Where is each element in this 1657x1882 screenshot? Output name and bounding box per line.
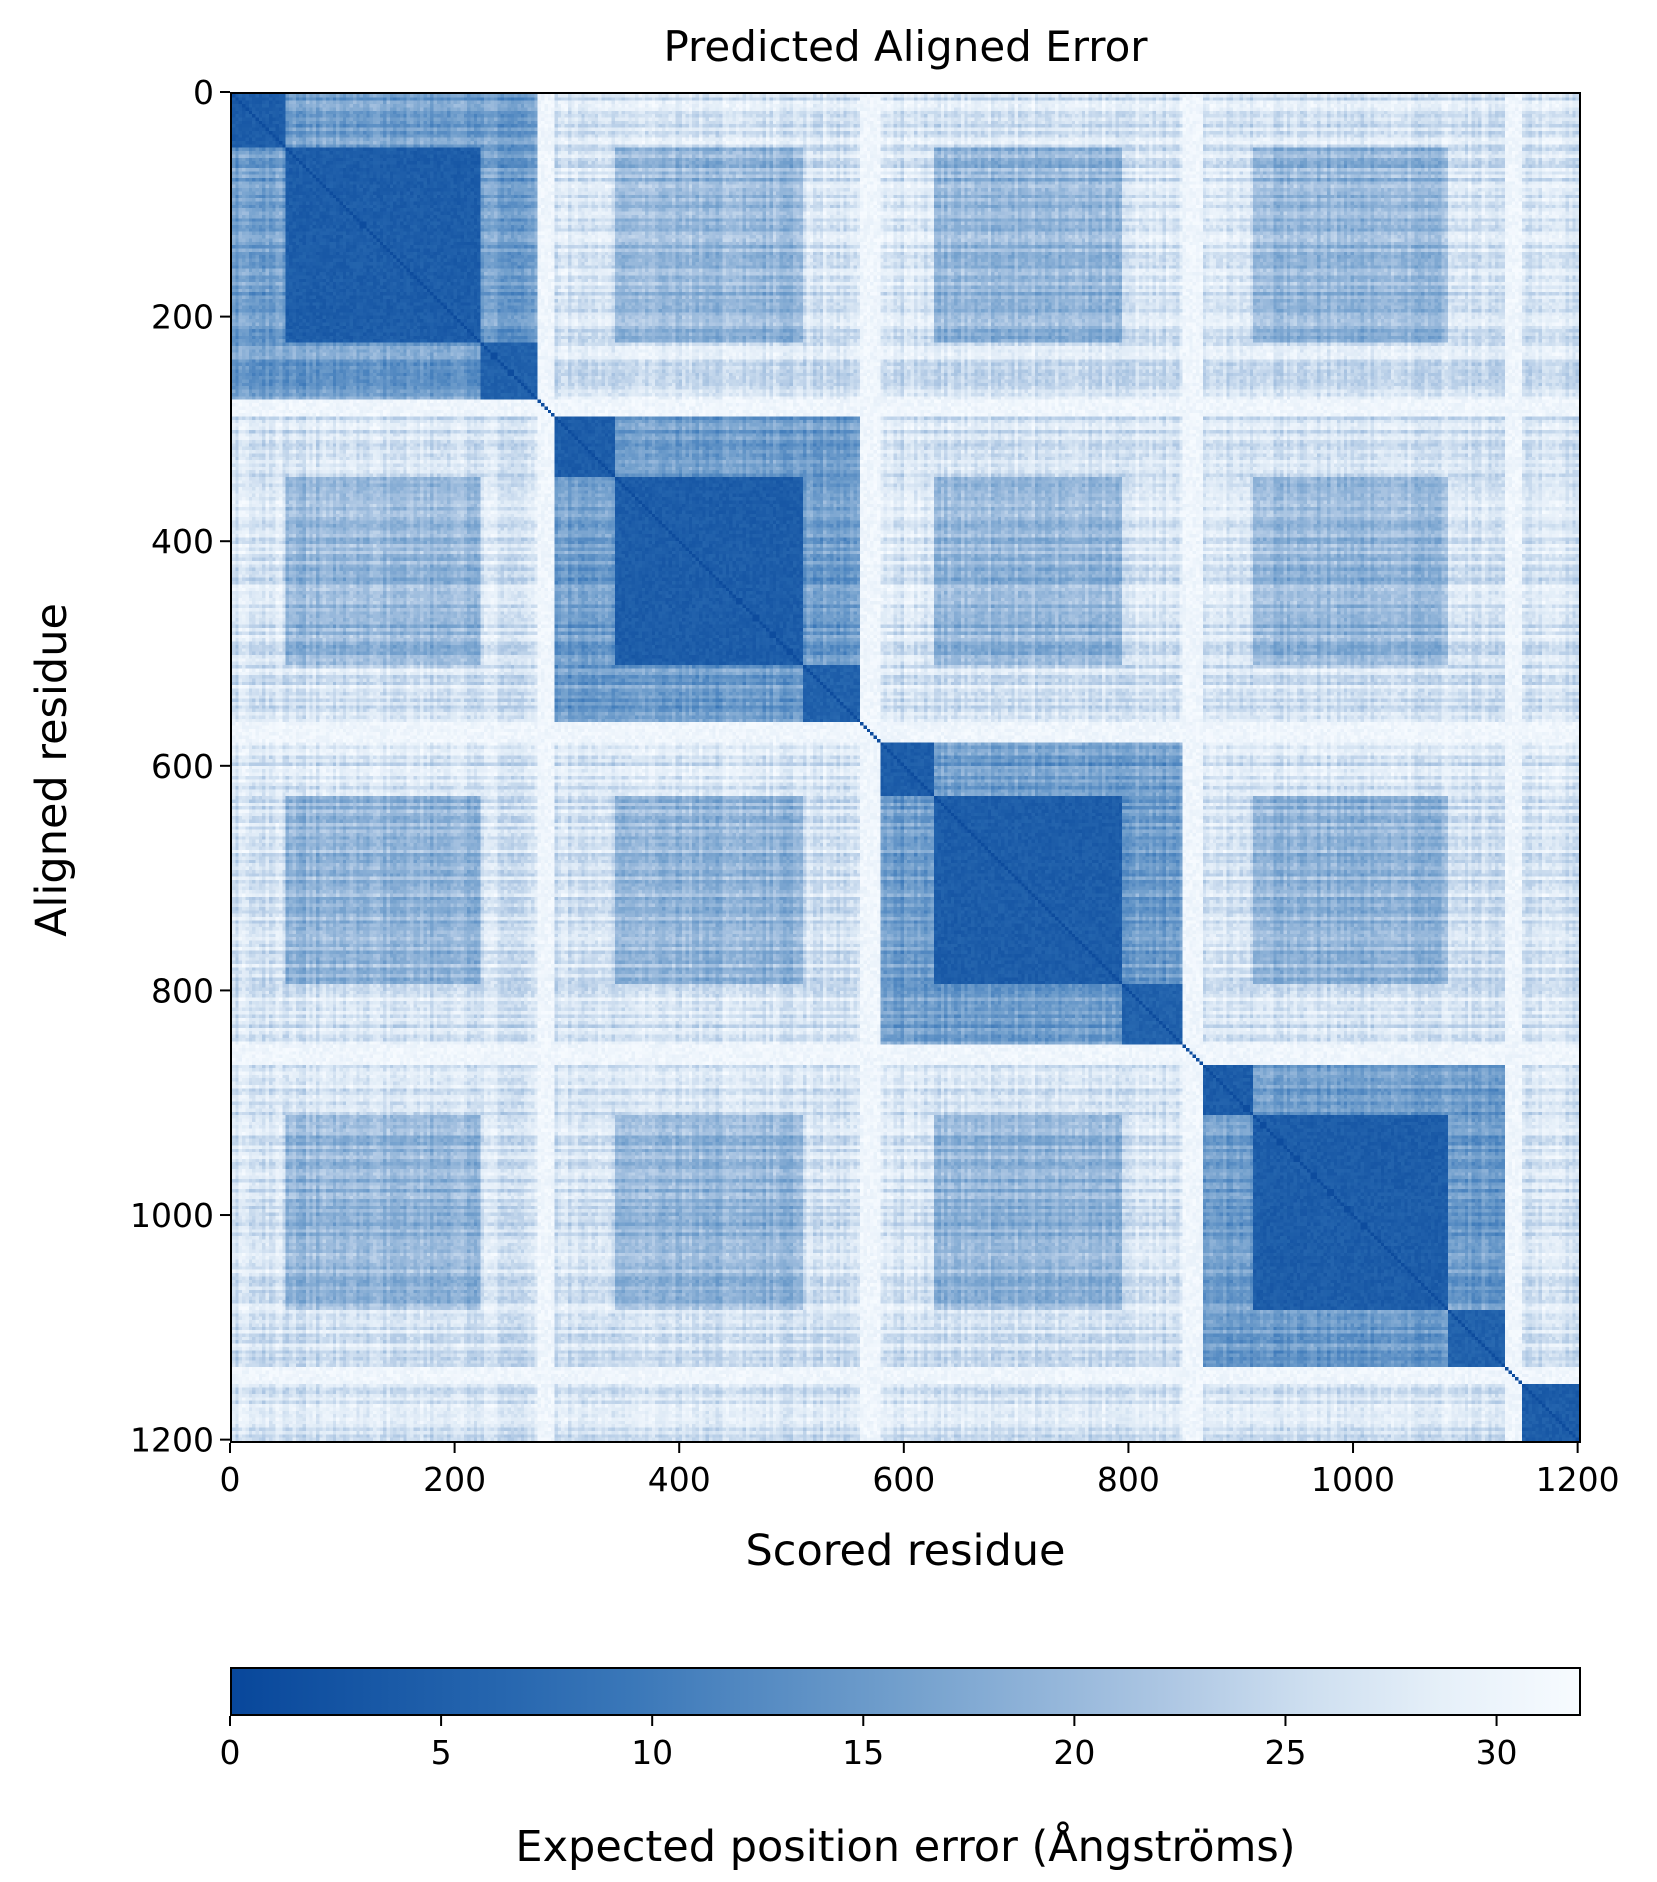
- y-tick-label: 800: [151, 971, 214, 1010]
- x-tick-label: 400: [648, 1460, 711, 1499]
- colorbar-tick-label: 15: [842, 1733, 884, 1772]
- x-tick-label: 1000: [1311, 1460, 1395, 1499]
- x-tick-label: 1200: [1536, 1460, 1620, 1499]
- y-tick-label: 400: [151, 522, 214, 561]
- x-tick-label: 0: [220, 1460, 241, 1499]
- colorbar-tick-label: 0: [220, 1733, 241, 1772]
- x-axis-label: Scored residue: [745, 1526, 1066, 1576]
- colorbar-tick-label: 20: [1053, 1733, 1095, 1772]
- colorbar-tick-label: 5: [431, 1733, 452, 1772]
- colorbar-tick-label: 10: [631, 1733, 673, 1772]
- pae-heatmap: [230, 92, 1581, 1443]
- heatmap-canvas: [232, 94, 1579, 1441]
- x-tick-label: 800: [1097, 1460, 1160, 1499]
- y-tick-label: 1200: [130, 1421, 214, 1460]
- y-tick-label: 200: [151, 298, 214, 337]
- chart-title: Predicted Aligned Error: [663, 22, 1148, 71]
- colorbar-tick-label: 25: [1264, 1733, 1306, 1772]
- y-tick-label: 1000: [130, 1196, 214, 1235]
- y-tick-label: 600: [151, 747, 214, 786]
- colorbar-label: Expected position error (Ångströms): [515, 1822, 1296, 1872]
- x-tick-label: 600: [872, 1460, 935, 1499]
- colorbar: [230, 1667, 1581, 1716]
- colorbar-tick-label: 30: [1476, 1733, 1518, 1772]
- y-tick-label: 0: [193, 73, 214, 112]
- x-tick-label: 200: [423, 1460, 486, 1499]
